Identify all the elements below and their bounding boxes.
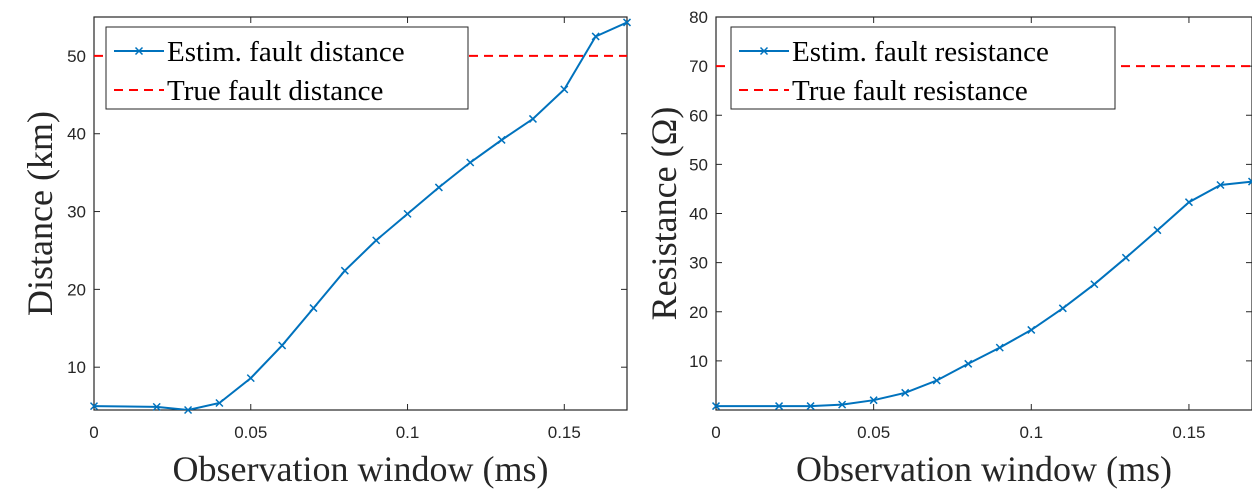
series-line-0 [716, 180, 1252, 408]
y-tick-label: 40 [67, 125, 86, 144]
y-tick-label: 20 [67, 280, 86, 299]
y-axis-title: Distance (km) [20, 111, 60, 316]
legend-box [105, 26, 469, 110]
series-point [995, 343, 1004, 352]
series-point [497, 135, 506, 144]
series-point [711, 402, 721, 411]
series-point [152, 402, 161, 411]
plot-series-group [716, 65, 1252, 408]
series-point [1153, 226, 1162, 235]
y-axis-title: Resistance (Ω) [644, 107, 684, 321]
legend-marker-0 [134, 46, 144, 56]
series-point [901, 388, 910, 397]
series-point [528, 114, 537, 123]
y-tick-label: 30 [67, 203, 86, 222]
series-point [932, 376, 941, 385]
series-point [775, 402, 784, 411]
series-point [591, 32, 600, 41]
series-point [1027, 325, 1036, 334]
series-point [1247, 177, 1252, 186]
resistance-chart: 0 0.05 0.1 0.15 10 20 30 40 50 60 70 80 Estim. fault… [644, 8, 1252, 489]
series-point [1090, 280, 1099, 289]
series-point [806, 402, 815, 411]
series-point [372, 236, 381, 245]
plot-area-frame [93, 16, 628, 411]
series-point [215, 398, 224, 408]
legend-box [730, 26, 1116, 110]
series-point [89, 402, 99, 411]
legend-entry-1: True fault distance [167, 75, 383, 107]
series-point [1058, 304, 1067, 313]
series-point [403, 209, 412, 218]
x-tick-label: 0.1 [1019, 423, 1043, 442]
y-tick-label: 30 [689, 254, 708, 273]
series-point [622, 18, 632, 27]
series-point [246, 374, 255, 383]
series-point [838, 400, 847, 409]
y-tick-label: 40 [689, 205, 708, 224]
series-point [309, 304, 318, 313]
series-point [1121, 253, 1130, 262]
legend-entry-0: Estim. fault resistance [792, 36, 1049, 68]
y-tick-label: 70 [689, 57, 708, 76]
series-point [184, 405, 193, 415]
series-point [434, 183, 443, 192]
y-tick-label: 20 [689, 303, 708, 322]
x-tick-label: 0.05 [857, 423, 890, 442]
x-tick-label: 0.15 [1172, 423, 1205, 442]
y-tick-label: 50 [689, 155, 708, 174]
y-tick-label: 80 [689, 8, 708, 27]
legend-marker-0 [759, 46, 769, 56]
x-tick-label: 0 [711, 423, 720, 442]
series-point [340, 266, 349, 275]
y-tick-label: 10 [689, 352, 708, 371]
series-point [466, 158, 475, 167]
distance-chart: 0 0.05 0.1 0.15 10 20 30 40 50 Estim. fault dista… [20, 16, 632, 489]
series-point [560, 85, 569, 94]
series-point [869, 396, 878, 405]
x-tick-label: 0.15 [548, 423, 581, 442]
y-tick-label: 60 [689, 106, 708, 125]
series-point [964, 359, 973, 368]
legend-entry-1: True fault resistance [792, 75, 1028, 107]
y-tick-label: 10 [67, 358, 86, 377]
x-tick-label: 0 [89, 423, 98, 442]
x-tick-label: 0.1 [396, 423, 420, 442]
series-point [1216, 180, 1225, 190]
series-point [1184, 198, 1193, 207]
x-axis-title: Observation window (ms) [796, 449, 1172, 489]
series-point [278, 341, 287, 350]
x-tick-label: 0.05 [234, 423, 267, 442]
y-tick-label: 50 [67, 47, 86, 66]
x-axis-title: Observation window (ms) [173, 449, 549, 489]
legend-entry-0: Estim. fault distance [167, 36, 405, 68]
